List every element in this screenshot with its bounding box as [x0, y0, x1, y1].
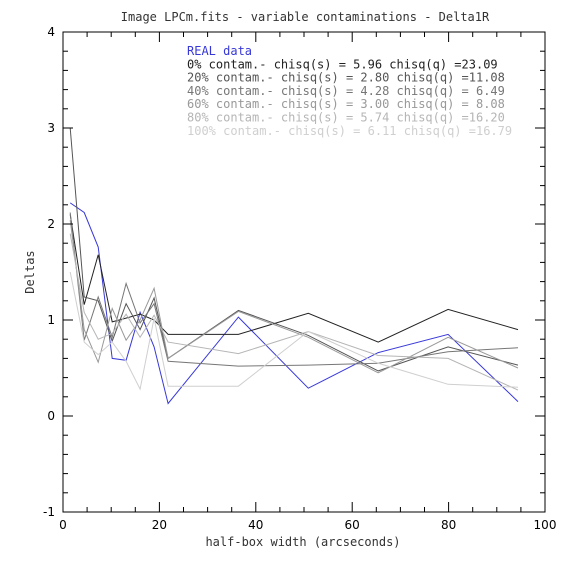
y-tick-label: 3 — [47, 121, 55, 135]
legend-entry-1: 0% contam.- chisq(s) = 5.96 chisq(q) =23… — [187, 57, 498, 71]
x-axis-ticks: 0 20 40 60 80 100 — [59, 32, 556, 532]
chart-title: Image LPCm.fits - variable contamination… — [121, 10, 490, 24]
series-line-4 — [69, 220, 519, 374]
y-tick-label: 0 — [47, 409, 55, 423]
y-tick-label: 4 — [47, 25, 55, 39]
legend-entry-4: 60% contam.- chisq(s) = 3.00 chisq(q) = … — [187, 97, 505, 111]
legend-entry-3: 40% contam.- chisq(s) = 4.28 chisq(q) = … — [187, 84, 505, 98]
x-tick-label: 0 — [59, 518, 67, 532]
series-line-6 — [69, 271, 519, 391]
y-axis-ticks: -1 0 1 2 3 4 — [43, 25, 545, 519]
y-axis-label: Deltas — [23, 250, 37, 293]
legend-entry-5: 80% contam.- chisq(s) = 5.74 chisq(q) =1… — [187, 111, 505, 125]
legend-entry-0: REAL data — [187, 44, 252, 58]
series-lines — [69, 127, 519, 405]
y-tick-label: 2 — [47, 217, 55, 231]
legend-entry-2: 20% contam.- chisq(s) = 2.80 chisq(q) =1… — [187, 71, 505, 85]
series-line-2 — [69, 127, 519, 372]
x-axis-label: half-box width (arcseconds) — [205, 535, 400, 549]
y-tick-label: 1 — [47, 313, 55, 327]
series-line-5 — [69, 233, 519, 391]
y-tick-label: -1 — [43, 505, 55, 519]
x-tick-label: 100 — [534, 518, 557, 532]
x-tick-label: 80 — [441, 518, 456, 532]
x-tick-label: 20 — [152, 518, 167, 532]
legend-entry-6: 100% contam.- chisq(s) = 6.11 chisq(q) =… — [187, 124, 512, 138]
x-tick-label: 40 — [248, 518, 263, 532]
x-tick-label: 60 — [345, 518, 360, 532]
series-line-0 — [69, 202, 519, 405]
